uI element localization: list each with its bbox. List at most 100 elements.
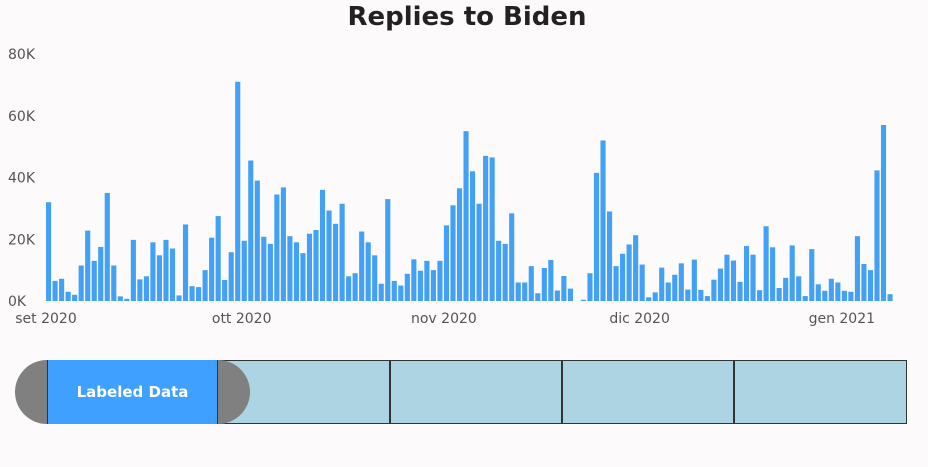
bar — [743, 246, 750, 301]
bar — [606, 211, 613, 301]
bar — [430, 270, 436, 302]
bar — [248, 160, 254, 301]
bar — [685, 289, 691, 301]
y-axis-ticks: 0K 20K 40K 60K 80K — [8, 47, 36, 310]
bar — [587, 273, 593, 301]
bar — [378, 283, 384, 301]
bar — [528, 266, 534, 301]
bar — [809, 249, 815, 301]
bar — [261, 236, 267, 301]
bar — [698, 289, 704, 301]
bar — [665, 282, 671, 301]
bar — [117, 296, 123, 301]
bar — [496, 240, 502, 301]
bar — [757, 290, 763, 301]
bar — [124, 298, 130, 301]
bar — [156, 255, 163, 301]
bar — [222, 280, 228, 301]
bar — [802, 296, 808, 301]
bar — [209, 237, 215, 301]
bar — [130, 239, 136, 301]
bar — [137, 279, 143, 301]
bar — [46, 202, 52, 301]
bar — [274, 194, 280, 301]
bar — [65, 291, 71, 301]
x-tick-label: dic 2020 — [609, 311, 670, 327]
range-segment-3[interactable] — [390, 360, 562, 424]
bar — [763, 226, 769, 301]
bar — [554, 290, 560, 301]
bar — [85, 230, 91, 301]
bar — [228, 252, 234, 301]
y-tick-label: 40K — [8, 171, 36, 187]
bar — [267, 243, 273, 301]
bar — [476, 203, 482, 301]
bar — [182, 224, 189, 301]
bar — [567, 288, 573, 301]
bar — [52, 280, 58, 301]
x-tick-label: gen 2021 — [809, 311, 875, 327]
bar — [867, 270, 874, 302]
bar — [750, 254, 756, 301]
bar — [189, 286, 195, 301]
bar — [652, 292, 658, 301]
bar — [580, 299, 587, 301]
bar — [535, 293, 541, 301]
bar — [470, 171, 476, 301]
bar — [78, 265, 84, 301]
bar — [633, 235, 639, 301]
bar — [411, 259, 417, 301]
bar — [659, 267, 665, 301]
bar — [489, 157, 495, 301]
bar — [72, 294, 78, 301]
bar — [711, 279, 717, 301]
y-tick-label: 20K — [8, 232, 36, 248]
range-segment-4[interactable] — [562, 360, 734, 424]
bar — [691, 259, 697, 301]
bar — [509, 213, 515, 301]
bar — [796, 276, 802, 301]
labeled-data-segment[interactable]: Labeled Data — [47, 360, 218, 424]
range-slider[interactable]: Labeled Data — [15, 360, 907, 424]
bar — [280, 187, 286, 301]
bar — [235, 81, 241, 301]
bar — [241, 240, 247, 301]
bar — [404, 273, 410, 301]
y-tick-label: 60K — [8, 109, 36, 125]
bar-chart: 0K 20K 40K 60K 80K set 2020 ott 2020 nov 2020 d… — [8, 47, 893, 327]
bar — [417, 270, 423, 301]
bar — [196, 287, 202, 301]
bar — [502, 243, 508, 301]
bar — [326, 210, 332, 301]
bar — [352, 273, 358, 301]
bar — [424, 260, 430, 301]
bar — [254, 180, 260, 301]
bar — [163, 239, 169, 301]
bar — [104, 192, 110, 301]
bar — [704, 296, 710, 301]
bar — [724, 254, 730, 301]
x-tick-label: set 2020 — [15, 311, 76, 327]
bar — [600, 140, 606, 301]
bar — [176, 295, 182, 301]
bar — [848, 291, 854, 301]
bar — [593, 172, 600, 301]
bar — [365, 242, 371, 301]
bar — [398, 285, 404, 301]
x-axis-ticks: set 2020 ott 2020 nov 2020 dic 2020 gen 2021 — [15, 311, 875, 327]
bar — [300, 253, 306, 301]
bar — [339, 203, 345, 301]
bar — [346, 276, 352, 301]
x-tick-label: ott 2020 — [212, 311, 272, 327]
bar — [522, 282, 528, 301]
y-tick-label: 0K — [8, 294, 27, 310]
bar — [169, 248, 176, 301]
bar — [541, 267, 547, 301]
bar — [770, 247, 776, 301]
bar — [385, 199, 391, 301]
bar — [202, 270, 208, 302]
bar — [287, 236, 293, 301]
range-segment-5[interactable] — [734, 360, 907, 424]
bar — [678, 263, 684, 301]
bar — [59, 278, 65, 301]
